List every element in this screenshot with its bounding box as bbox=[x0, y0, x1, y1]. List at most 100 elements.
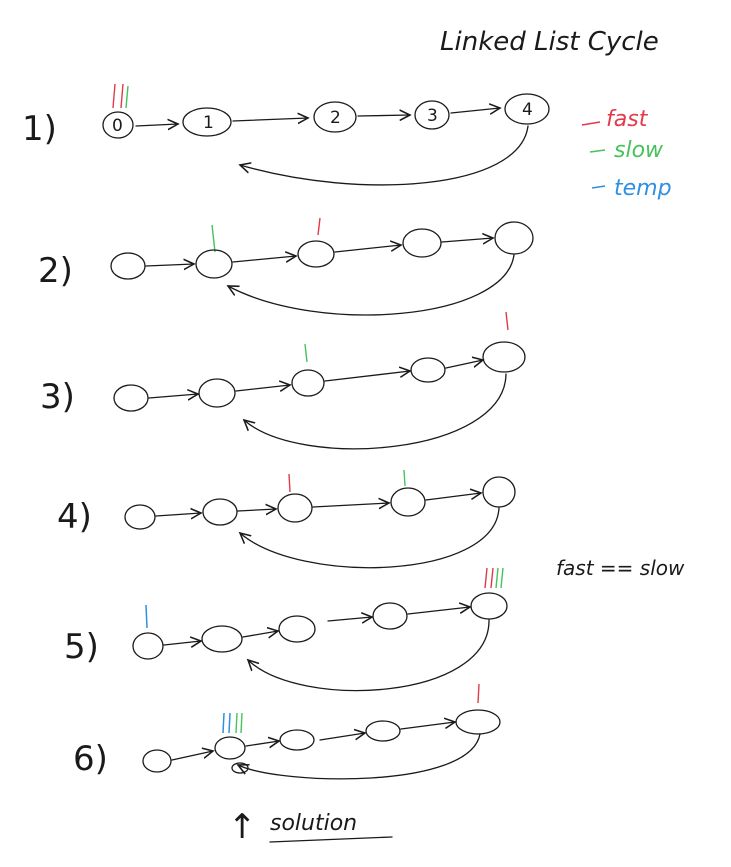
diagram-row-3: 3) bbox=[40, 311, 526, 450]
next-arrow bbox=[171, 751, 213, 761]
fast-pointer-marker bbox=[317, 217, 321, 236]
node-label: 4 bbox=[522, 100, 533, 120]
next-arrow bbox=[319, 733, 365, 741]
list-node bbox=[313, 101, 357, 133]
list-node bbox=[455, 709, 501, 735]
list-node bbox=[142, 749, 172, 773]
node-label: 3 bbox=[427, 106, 438, 126]
cycle-arrow bbox=[244, 373, 507, 450]
next-arrow bbox=[237, 509, 276, 511]
diagram-row-1: 1) 0 1 2 3 4 bbox=[22, 83, 550, 186]
next-arrow bbox=[357, 115, 410, 116]
next-arrow bbox=[324, 371, 410, 382]
list-node bbox=[410, 357, 446, 383]
list-node bbox=[390, 487, 426, 517]
row-label-2: 2) bbox=[38, 251, 73, 291]
node-label: 0 bbox=[112, 116, 123, 136]
slow-pointer-marker bbox=[403, 469, 406, 487]
slow-pointer-marker bbox=[235, 712, 238, 734]
solution-arrow-icon: ↑ bbox=[228, 807, 257, 847]
list-node bbox=[113, 384, 149, 412]
legend-temp-swatch bbox=[591, 185, 606, 189]
node-label: 1 bbox=[203, 113, 214, 133]
slow-pointer-marker bbox=[495, 567, 499, 589]
solution-callout: ↑ solution bbox=[228, 807, 393, 847]
next-arrow bbox=[445, 360, 483, 369]
next-arrow bbox=[334, 245, 401, 253]
next-arrow bbox=[327, 617, 372, 621]
cycle-arrow bbox=[228, 254, 515, 316]
list-node bbox=[365, 720, 401, 742]
legend-slow-swatch bbox=[589, 149, 606, 153]
next-arrow bbox=[155, 513, 201, 516]
list-node bbox=[202, 498, 238, 526]
next-arrow bbox=[407, 607, 470, 615]
list-node bbox=[277, 493, 313, 523]
fast-equals-slow-note: fast == slow bbox=[556, 556, 685, 580]
fast-pointer-marker bbox=[120, 83, 124, 109]
next-arrow bbox=[148, 394, 198, 398]
list-node bbox=[297, 240, 335, 268]
fast-pointer-marker bbox=[484, 567, 488, 589]
next-arrow bbox=[232, 118, 308, 121]
list-node bbox=[494, 221, 534, 255]
cycle-arrow bbox=[248, 619, 490, 692]
list-node bbox=[372, 602, 408, 630]
list-node bbox=[102, 111, 134, 139]
list-node bbox=[278, 615, 316, 643]
diagram-row-2: 2) bbox=[38, 217, 534, 316]
list-node bbox=[482, 341, 526, 373]
next-arrow bbox=[450, 108, 500, 113]
legend-temp-label: temp bbox=[614, 176, 672, 201]
next-arrow bbox=[145, 264, 194, 266]
temp-pointer-marker bbox=[228, 712, 231, 734]
list-node bbox=[124, 504, 156, 530]
fast-pointer-marker bbox=[505, 311, 509, 331]
row-label-1: 1) bbox=[22, 109, 57, 149]
next-arrow bbox=[425, 493, 481, 501]
temp-pointer-marker bbox=[222, 712, 225, 734]
list-node bbox=[110, 252, 146, 280]
next-arrow bbox=[400, 722, 455, 730]
list-node bbox=[201, 625, 243, 653]
next-arrow bbox=[135, 124, 178, 126]
next-arrow bbox=[245, 741, 279, 746]
diagram-row-5: 5) bbox=[64, 567, 508, 692]
cycle-arrow bbox=[238, 733, 481, 780]
slow-pointer-marker bbox=[211, 224, 216, 253]
solution-label: solution bbox=[270, 811, 357, 836]
temp-pointer-marker bbox=[145, 604, 148, 629]
list-node bbox=[504, 93, 550, 125]
list-node bbox=[470, 592, 508, 620]
node-label: 2 bbox=[330, 108, 341, 128]
list-node bbox=[414, 100, 450, 130]
fast-pointer-marker bbox=[477, 683, 480, 704]
legend: fast slow temp bbox=[581, 107, 672, 201]
slow-pointer-marker bbox=[500, 567, 504, 589]
list-node bbox=[132, 632, 164, 660]
next-arrow bbox=[242, 631, 278, 637]
next-arrow bbox=[441, 238, 493, 242]
diagram-row-6: 6) bbox=[73, 683, 501, 780]
legend-slow-label: slow bbox=[614, 138, 664, 163]
list-node bbox=[279, 729, 315, 751]
row-label-6: 6) bbox=[73, 739, 108, 779]
list-node bbox=[402, 228, 442, 258]
list-node bbox=[291, 369, 325, 397]
page-title: Linked List Cycle bbox=[440, 27, 659, 57]
next-arrow bbox=[163, 641, 201, 645]
list-node bbox=[198, 378, 236, 408]
list-node bbox=[214, 736, 246, 760]
slow-pointer-marker bbox=[125, 85, 129, 109]
cycle-arrow bbox=[240, 507, 500, 569]
slow-pointer-marker bbox=[304, 343, 308, 363]
slow-pointer-marker bbox=[240, 712, 243, 734]
next-arrow bbox=[232, 256, 296, 262]
list-node bbox=[195, 249, 233, 279]
fast-pointer-marker bbox=[288, 473, 291, 493]
list-node bbox=[182, 107, 232, 137]
next-arrow bbox=[235, 385, 290, 391]
list-node bbox=[482, 476, 516, 508]
diagram-row-4: 4) bbox=[57, 469, 516, 569]
